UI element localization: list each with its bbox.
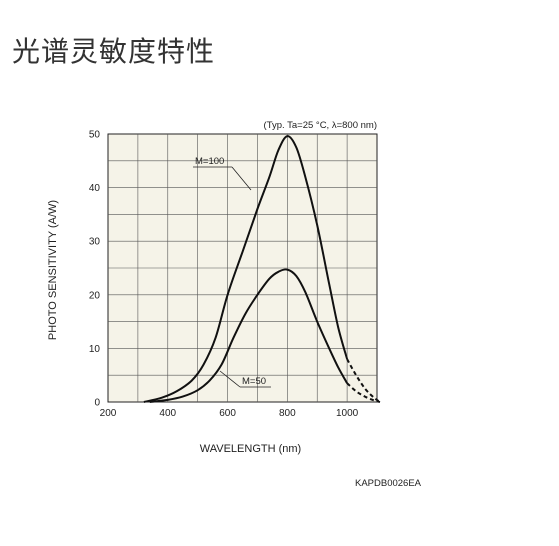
x-tick-label: 600 bbox=[219, 408, 236, 419]
x-tick-label: 1000 bbox=[336, 408, 359, 419]
annotations: M=100 M=50 bbox=[193, 156, 271, 388]
x-tick-labels: 200 400 600 800 1000 bbox=[100, 408, 359, 419]
measurement-condition: (Typ. Ta=25 °C, λ=800 nm) bbox=[264, 120, 377, 131]
y-axis-label: PHOTO SENSITIVITY (A/W) bbox=[47, 200, 59, 340]
series-label-m50: M=50 bbox=[242, 376, 266, 387]
x-tick-label: 200 bbox=[100, 408, 117, 419]
x-tick-label: 400 bbox=[159, 408, 176, 419]
series-label-m100: M=100 bbox=[195, 156, 224, 167]
y-tick-label: 0 bbox=[94, 398, 100, 409]
series-dashed-extension-1 bbox=[346, 358, 381, 403]
series-line-1 bbox=[143, 135, 349, 403]
x-tick-label: 800 bbox=[279, 408, 296, 419]
x-axis-label: WAVELENGTH (nm) bbox=[200, 443, 301, 455]
y-tick-label: 50 bbox=[89, 130, 101, 141]
leader-line-m100 bbox=[231, 166, 252, 191]
page-title: 光谱灵敏度特性 bbox=[12, 35, 216, 68]
leader-line-m50 bbox=[219, 370, 241, 388]
grid-lines bbox=[108, 134, 377, 402]
series-line-2 bbox=[149, 268, 348, 403]
y-tick-labels: 0 10 20 30 40 50 bbox=[89, 130, 101, 409]
y-tick-label: 10 bbox=[89, 344, 101, 355]
series-lines bbox=[143, 135, 381, 403]
y-tick-label: 20 bbox=[89, 290, 101, 301]
y-tick-label: 40 bbox=[89, 183, 101, 194]
y-tick-label: 30 bbox=[89, 237, 101, 248]
figure-code: KAPDB0026EA bbox=[355, 478, 422, 489]
series-dashed-extension-2 bbox=[346, 382, 381, 403]
